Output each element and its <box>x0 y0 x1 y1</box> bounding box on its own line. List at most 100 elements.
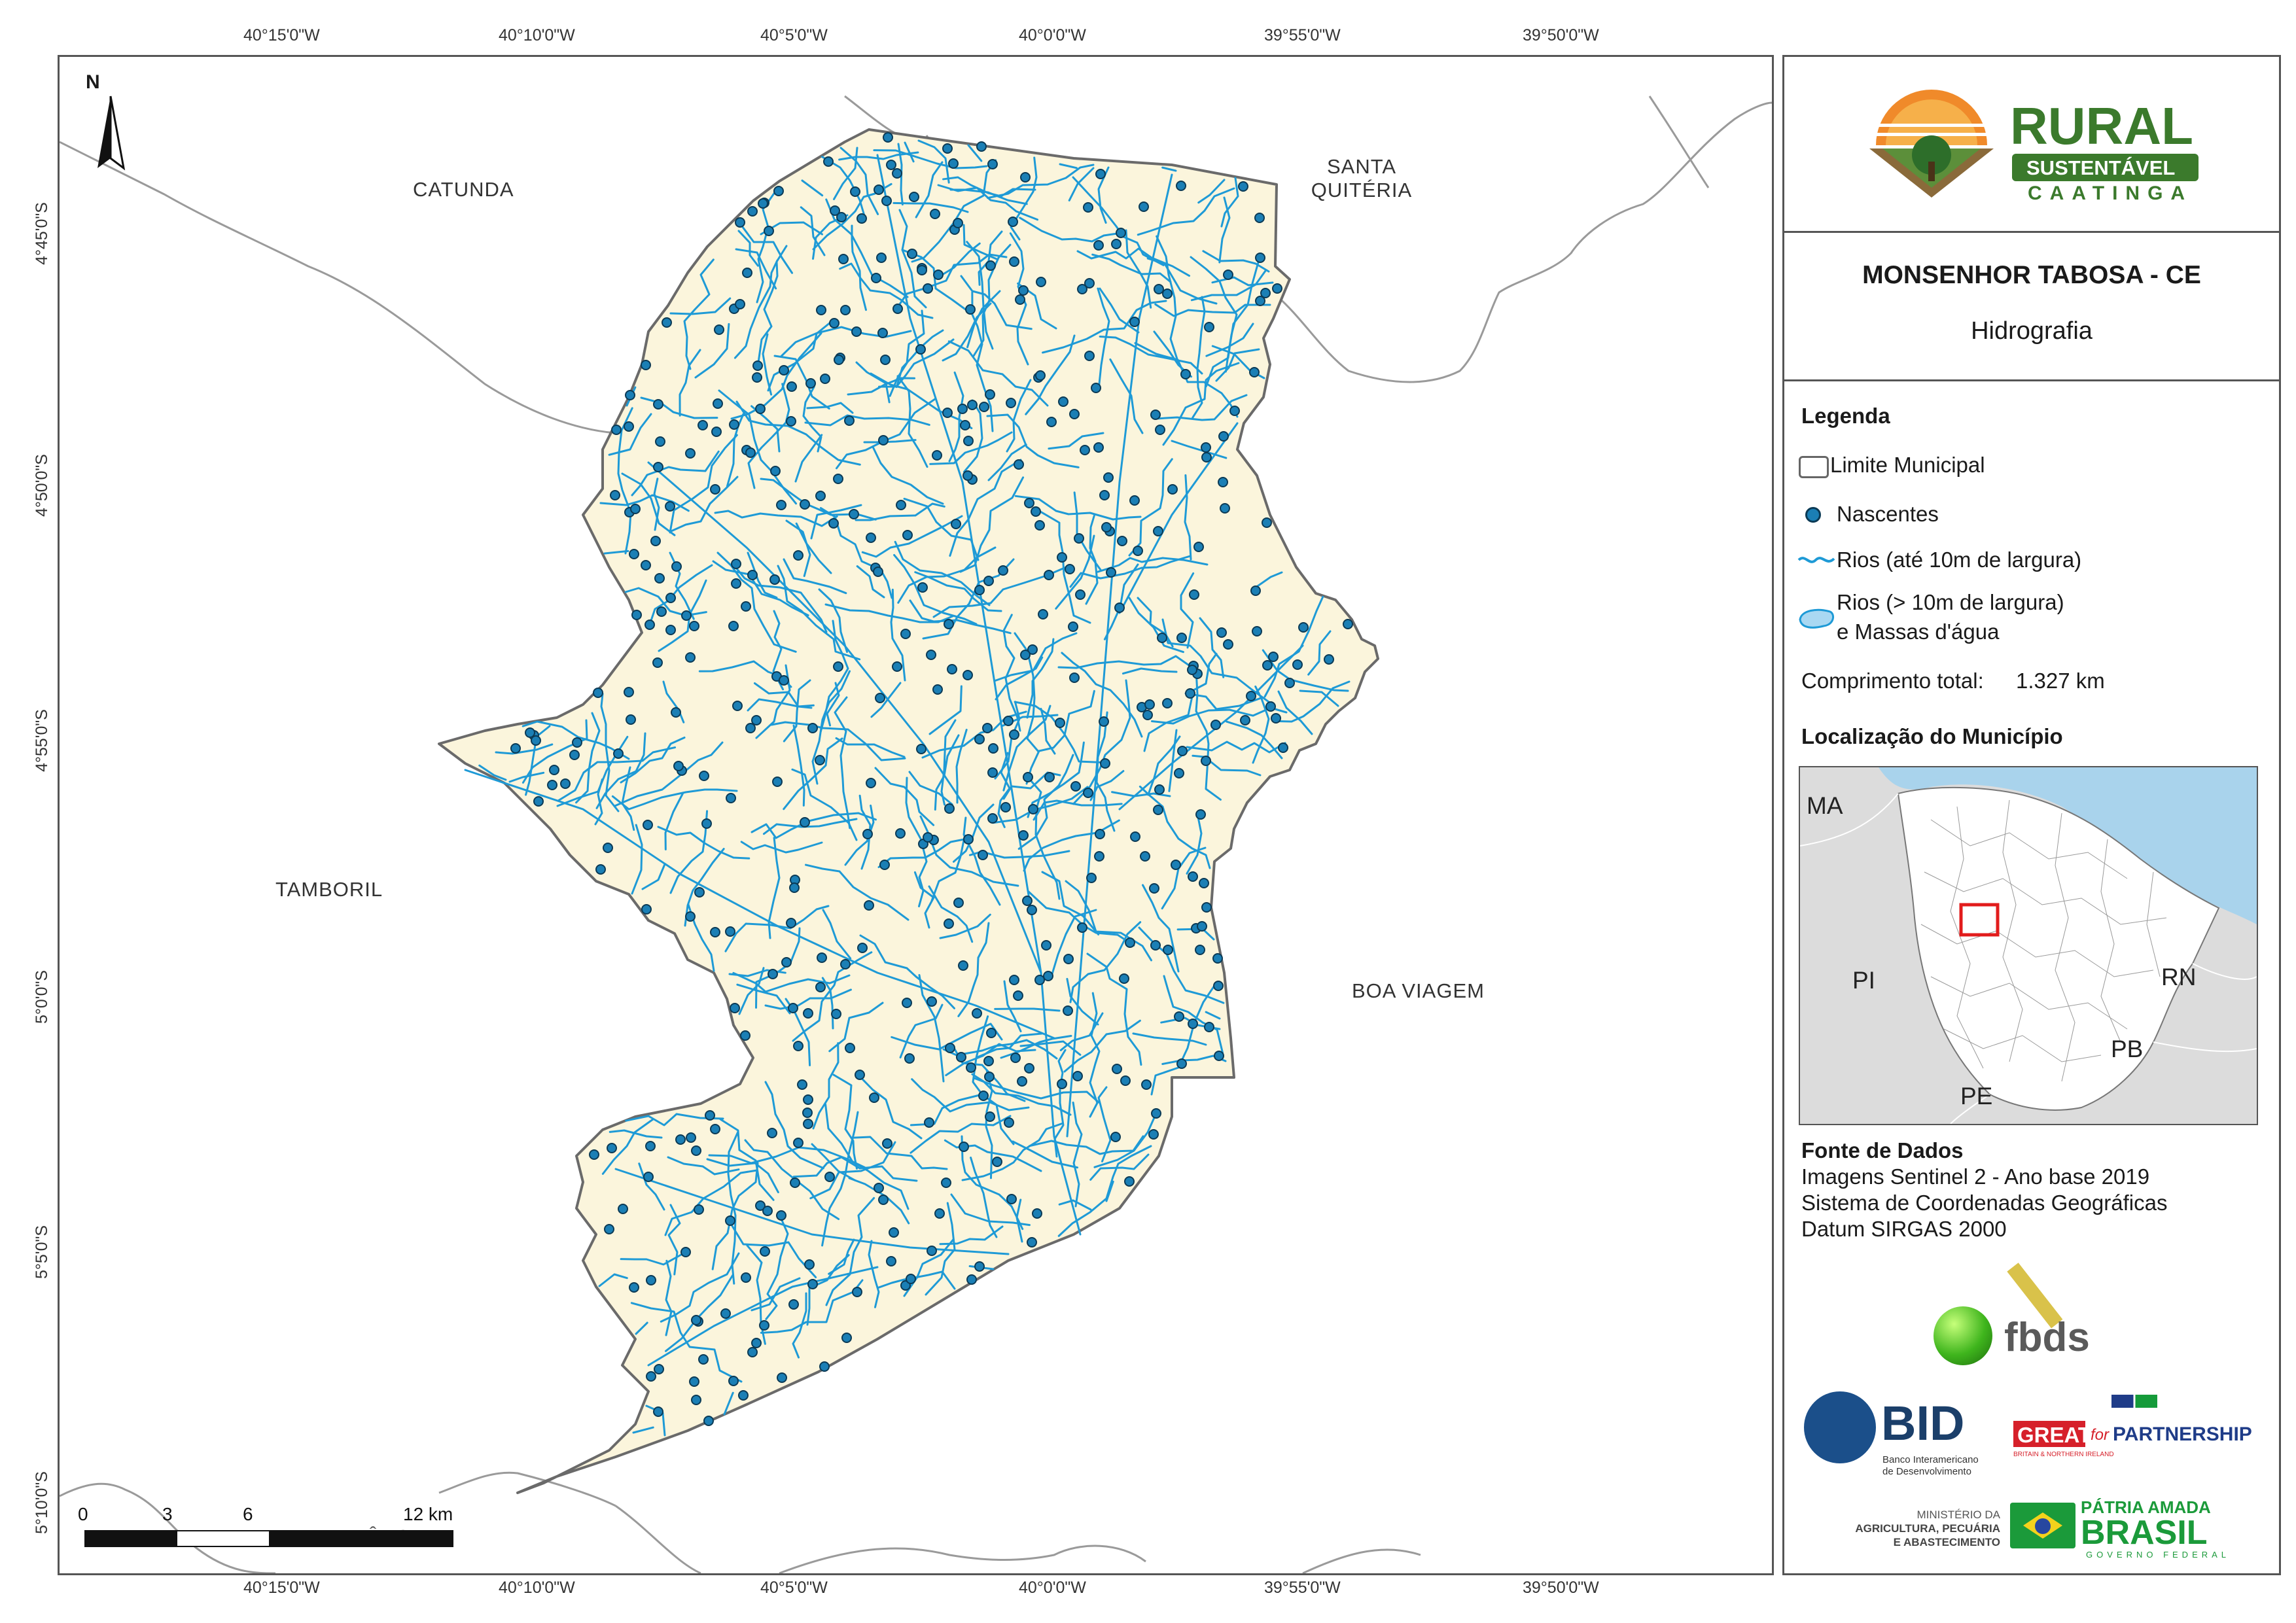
spring-point <box>1185 688 1195 699</box>
lat-tick-4: 5°0'0"S <box>33 969 51 1024</box>
spring-point <box>745 447 756 458</box>
river-segment <box>1012 1140 1079 1169</box>
spring-point <box>1009 975 1019 985</box>
spring-point <box>1043 971 1053 981</box>
spring-point <box>671 561 682 572</box>
map-canvas[interactable] <box>60 57 1772 1573</box>
river-segment <box>1162 362 1240 446</box>
river-segment <box>1125 229 1152 309</box>
river-segment <box>658 579 707 652</box>
spring-point <box>1139 201 1149 212</box>
spring-point <box>726 793 736 803</box>
spring-point <box>1114 602 1125 613</box>
label-santa-quiteria: SANTA QUITÉRIA <box>1306 155 1417 202</box>
spring-point <box>957 404 968 414</box>
spring-point <box>866 778 876 788</box>
spring-point <box>1112 1064 1122 1074</box>
spring-point <box>752 360 763 371</box>
spring-point <box>1262 517 1272 528</box>
river-segment <box>620 736 686 784</box>
spring-point <box>751 715 762 725</box>
river-segment <box>855 502 945 521</box>
spring-point <box>1218 431 1229 442</box>
inset-ceara <box>1897 786 2220 1111</box>
spring-point <box>747 1347 758 1357</box>
spring-point <box>618 1204 628 1214</box>
spring-point <box>882 1138 892 1149</box>
spring-point <box>611 425 622 435</box>
spring-point <box>941 1178 951 1188</box>
scale-label-0: 0 <box>78 1504 88 1524</box>
river-segment <box>1055 534 1095 610</box>
spring-point <box>1034 520 1045 531</box>
river-segment <box>944 1139 1042 1172</box>
spring-point <box>1024 498 1034 508</box>
river-segment <box>1089 770 1125 801</box>
river-segment <box>631 450 720 497</box>
label-boa-viagem: BOA VIAGEM <box>1352 979 1485 1002</box>
spring-point <box>741 601 751 612</box>
river-segment <box>961 1122 1064 1181</box>
location-inset-map[interactable]: MA PI RN PB PE <box>1799 766 2258 1125</box>
river-segment <box>1066 173 1173 1138</box>
spring-point <box>1216 627 1227 638</box>
spring-point <box>788 1003 798 1013</box>
spring-point <box>915 344 926 355</box>
lon-tick-bottom-4: 40°0'0"W <box>1019 1579 1086 1597</box>
spring-point <box>1124 1176 1135 1187</box>
spring-point <box>880 355 891 365</box>
great-logo: GREAT for PARTNERSHIP BRITAIN & NORTHERN… <box>2013 1395 2269 1467</box>
river-segment <box>760 1279 864 1334</box>
spring-point <box>831 1009 841 1019</box>
river-segment <box>744 1139 840 1221</box>
spring-point <box>1255 296 1265 306</box>
spring-point <box>531 735 541 746</box>
spring-point <box>873 567 883 577</box>
river-segment <box>1197 179 1226 204</box>
north-arrow-icon <box>97 96 126 171</box>
brasil-logo: PÁTRIA AMADA BRASIL GOVERNO FEDERAL <box>2010 1496 2226 1560</box>
spring-point <box>1055 718 1065 728</box>
spring-point <box>533 796 544 807</box>
spring-point <box>1133 546 1143 556</box>
inset-label-pe: PE <box>1960 1083 1993 1109</box>
spring-point <box>752 372 762 383</box>
source-line-2: Sistema de Coordenadas Geográficas <box>1801 1191 2168 1215</box>
river-segment <box>1025 689 1095 785</box>
spring-point <box>645 620 655 630</box>
river-segment <box>1027 741 1085 818</box>
spring-point <box>1041 940 1051 951</box>
spring-point <box>956 1052 966 1062</box>
spring-point <box>892 304 903 314</box>
location-heading: Localização do Município <box>1801 724 2063 748</box>
river-segment <box>967 144 983 162</box>
spring-point <box>604 1224 614 1234</box>
river-segment <box>1025 334 1076 415</box>
river-segment <box>1220 177 1239 228</box>
spring-point <box>773 186 784 196</box>
spring-point <box>1044 772 1055 782</box>
spring-point <box>803 1008 813 1019</box>
spring-point <box>1024 1063 1034 1073</box>
spring-point <box>966 1274 977 1285</box>
spring-point <box>735 217 745 228</box>
spring-point <box>691 1145 701 1156</box>
river-segment <box>1128 458 1173 557</box>
spring-point <box>902 530 913 540</box>
map-frame[interactable]: N CATUNDA SANTA QUITÉRIA TAMBORIL BOA VI… <box>58 55 1774 1575</box>
river-segment <box>669 810 709 894</box>
spring-point <box>960 420 970 430</box>
river-segment <box>947 340 1049 407</box>
spring-point <box>987 159 998 169</box>
spring-point <box>985 389 995 400</box>
spring-point <box>629 549 639 559</box>
patria-text: PÁTRIA AMADA <box>2081 1497 2211 1517</box>
river-segment <box>911 1078 1030 1113</box>
river-segment <box>1161 166 1177 172</box>
river-segment <box>669 297 732 315</box>
spring-point <box>906 1274 916 1284</box>
river-segment <box>1097 287 1110 391</box>
spring-point <box>800 499 810 510</box>
spring-point <box>953 898 964 908</box>
river-segment <box>873 149 988 169</box>
